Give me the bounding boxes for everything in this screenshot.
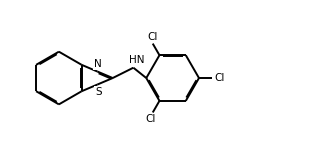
Text: S: S	[95, 87, 102, 97]
Text: Cl: Cl	[215, 73, 225, 83]
Text: Cl: Cl	[147, 32, 158, 42]
Text: HN: HN	[129, 55, 144, 65]
Text: N: N	[94, 59, 102, 69]
Text: Cl: Cl	[146, 114, 156, 124]
